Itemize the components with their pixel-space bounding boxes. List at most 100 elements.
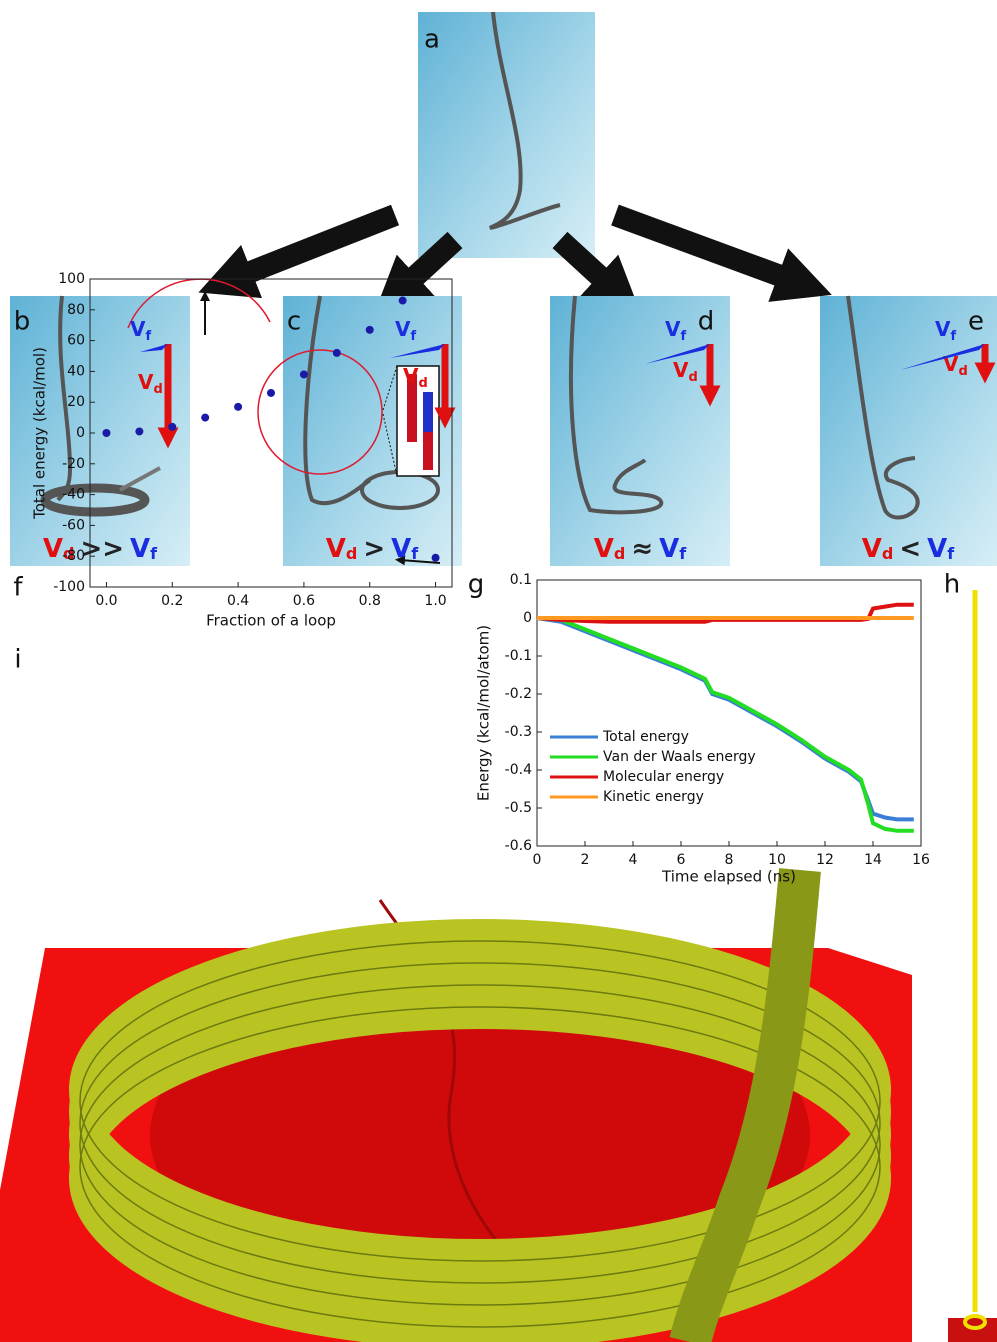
y-tick-label: -0.2 — [505, 686, 532, 702]
subscript: d — [418, 376, 427, 391]
x-axis-label: Fraction of a loop — [206, 612, 336, 630]
symbol: V — [659, 534, 679, 564]
symbol: V — [43, 534, 63, 564]
subscript: f — [679, 544, 687, 563]
y-tick-label: -0.1 — [505, 648, 532, 664]
subscript: f — [680, 329, 686, 344]
x-tick-label: 0 — [533, 852, 542, 868]
symbol: V — [395, 317, 411, 341]
photo-e — [820, 296, 997, 566]
y-tick-label: 80 — [67, 302, 85, 318]
subscript: f — [411, 544, 419, 563]
data-point — [366, 326, 374, 334]
x-tick-label: 2 — [581, 852, 590, 868]
subscript: d — [688, 370, 697, 385]
y-tick-label: -0.6 — [505, 838, 532, 854]
x-tick-label: 0.0 — [95, 593, 117, 609]
symbol: V — [673, 358, 689, 382]
y-tick-label: 40 — [67, 363, 85, 379]
symbol: V — [138, 370, 154, 394]
subscript: f — [145, 329, 151, 344]
data-point — [234, 403, 242, 411]
x-tick-label: 0.8 — [359, 593, 381, 609]
y-tick-label: -0.4 — [505, 762, 532, 778]
panel-label: i — [14, 645, 21, 675]
figure: abcdefghiVfVdVd>>VfVfVdVd>VfVfVdVd≈VfVfV… — [0, 0, 997, 1342]
panel-h-render — [948, 590, 997, 1342]
symbol: V — [130, 317, 146, 341]
photo-a — [418, 12, 595, 258]
velocity-caption: Vd≈Vf — [594, 534, 688, 564]
y-tick-label: -100 — [53, 579, 85, 595]
y-tick-label: 0 — [76, 425, 85, 441]
x-tick-label: 10 — [768, 852, 786, 868]
subscript: d — [882, 544, 893, 563]
data-point — [135, 427, 143, 435]
y-tick-label: 60 — [67, 333, 85, 349]
y-tick-label: -0.3 — [505, 724, 532, 740]
y-axis-label: Total energy (kcal/mol) — [31, 347, 49, 520]
symbol: V — [862, 534, 882, 564]
x-tick-label: 1.0 — [424, 593, 446, 609]
x-tick-label: 12 — [816, 852, 834, 868]
velocity-caption: Vd<Vf — [862, 534, 956, 564]
x-tick-label: 6 — [677, 852, 686, 868]
panel-label: c — [287, 307, 301, 337]
legend-label: Kinetic energy — [603, 789, 704, 805]
y-tick-label: -80 — [62, 548, 85, 564]
photo-d — [550, 296, 730, 566]
x-tick-label: 16 — [912, 852, 930, 868]
subscript: f — [950, 329, 956, 344]
panel-label: h — [944, 570, 960, 600]
subscript: d — [958, 364, 967, 379]
subscript: d — [614, 544, 625, 563]
y-tick-label: 100 — [58, 271, 85, 287]
y-tick-label: 20 — [67, 394, 85, 410]
series-line — [537, 618, 914, 819]
relation: < — [899, 534, 921, 564]
x-tick-label: 0.4 — [227, 593, 249, 609]
panel-i-render — [0, 870, 912, 1342]
series-line — [537, 618, 914, 831]
legend-label: Total energy — [602, 729, 689, 745]
legend-label: Van der Waals energy — [603, 749, 756, 765]
data-point — [432, 554, 440, 562]
data-point — [102, 429, 110, 437]
x-axis-label: Time elapsed (ns) — [661, 868, 796, 886]
symbol: V — [927, 534, 947, 564]
symbol: V — [594, 534, 614, 564]
panel-label: f — [13, 573, 23, 603]
panel-label: b — [14, 307, 31, 337]
symbol: V — [665, 317, 681, 341]
y-tick-label: 0.1 — [510, 572, 532, 588]
data-point — [333, 349, 341, 357]
panel-label: e — [968, 307, 984, 337]
panel-label: g — [468, 570, 485, 600]
data-point — [201, 414, 209, 422]
symbol: V — [130, 534, 150, 564]
symbol: V — [403, 364, 419, 388]
y-axis-label: Energy (kcal/mol/atom) — [475, 625, 493, 801]
subscript: f — [150, 544, 158, 563]
y-tick-label: -40 — [62, 487, 85, 503]
y-tick-label: -20 — [62, 456, 85, 472]
x-tick-label: 8 — [725, 852, 734, 868]
y-tick-label: -60 — [62, 517, 85, 533]
symbol: V — [391, 534, 411, 564]
relation: ≈ — [631, 534, 653, 564]
x-tick-label: 4 — [629, 852, 638, 868]
panel-label: a — [424, 25, 440, 55]
symbol: V — [326, 534, 346, 564]
subscript: f — [410, 329, 416, 344]
panel-label: d — [698, 307, 715, 337]
data-point — [168, 423, 176, 431]
subscript: d — [346, 544, 357, 563]
data-point — [267, 389, 275, 397]
legend-label: Molecular energy — [603, 769, 724, 785]
symbol: V — [935, 317, 951, 341]
data-point — [300, 370, 308, 378]
y-tick-label: -0.5 — [505, 800, 532, 816]
subscript: f — [947, 544, 955, 563]
relation: >> — [80, 534, 124, 564]
x-tick-label: 14 — [864, 852, 882, 868]
